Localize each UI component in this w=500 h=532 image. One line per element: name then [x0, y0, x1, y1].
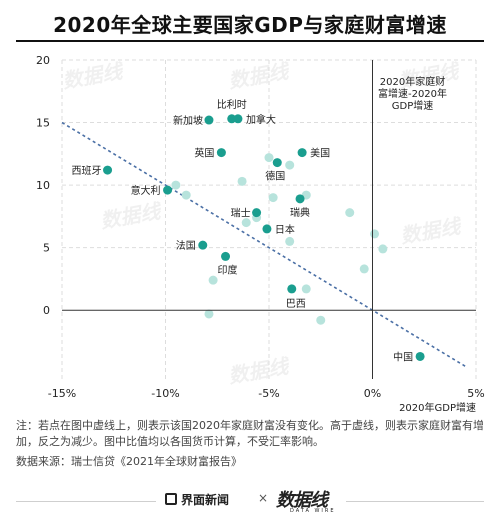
- footer-divider-left: [16, 501, 156, 502]
- highlight-point: [163, 185, 173, 195]
- point-label: 瑞典: [290, 206, 310, 219]
- point-label: 中国: [393, 350, 413, 363]
- highlight-point: [415, 351, 425, 361]
- brand: 界面新闻: [165, 491, 229, 508]
- data-point: [208, 275, 218, 285]
- data-point: [301, 284, 311, 294]
- highlight-point: [204, 115, 214, 125]
- data-point: [171, 180, 181, 190]
- x-tick-label: -10%: [151, 387, 179, 400]
- data-point: [285, 236, 295, 246]
- y-axis-label: 2020年家庭财: [380, 75, 445, 88]
- y-tick-label: 15: [36, 117, 50, 130]
- highlight-point: [252, 208, 262, 218]
- data-point: [237, 176, 247, 186]
- x-axis-label: 2020年GDP增速: [399, 401, 476, 414]
- data-point: [241, 218, 251, 228]
- point-label: 德国: [265, 170, 285, 183]
- highlight-point: [295, 194, 305, 204]
- data-point: [204, 309, 214, 319]
- y-axis-label: GDP增速: [392, 99, 433, 112]
- highlight-point: [227, 114, 237, 124]
- y-tick-label: 10: [36, 179, 50, 192]
- data-point: [378, 244, 388, 254]
- datawire-logo-text: 数据线: [276, 490, 328, 511]
- point-label: 加拿大: [246, 113, 276, 126]
- highlight-point: [287, 284, 297, 294]
- data-point: [181, 190, 191, 200]
- footnote: 注：若点在图中虚线上，则表示该国2020年家庭财富没有变化。高于虚线，则表示家庭…: [16, 419, 484, 448]
- y-tick-label: 20: [36, 54, 50, 67]
- datawire-logo: 数据线 DATA WIRE: [276, 486, 336, 516]
- point-label: 西班牙: [72, 165, 102, 177]
- y-tick-label: 0: [43, 304, 50, 317]
- point-label: 瑞士: [231, 207, 251, 220]
- highlight-point: [221, 251, 231, 261]
- points-layer: [103, 114, 425, 361]
- x-tick-label: -15%: [48, 387, 76, 400]
- x-tick-label: -5%: [258, 387, 279, 400]
- highlight-point: [272, 158, 282, 168]
- datawire-logo-sub: DATA WIRE: [290, 508, 336, 514]
- footer: 界面新闻 × 数据线 DATA WIRE: [0, 484, 500, 520]
- point-label: 巴西: [286, 298, 306, 310]
- data-source: 数据来源：瑞士信贷《2021年全球财富报告》: [16, 455, 242, 468]
- point-label: 法国: [176, 239, 196, 252]
- highlight-point: [216, 148, 226, 158]
- axis-layer: 0 5 10 15 20 -15% -10% -5% 0% 5% 2020年家庭财富增速-2020年…: [36, 54, 485, 414]
- y-tick-label: 5: [43, 242, 50, 255]
- point-label: 英国: [194, 147, 214, 160]
- point-label: 新加坡: [173, 114, 203, 127]
- data-point: [264, 153, 274, 163]
- data-point: [316, 315, 326, 325]
- brand-name: 界面新闻: [181, 493, 230, 507]
- y-axis-label: 富增速-2020年: [378, 87, 447, 100]
- point-label: 比利时: [217, 99, 247, 111]
- chart-title: 2020年全球主要国家GDP与家庭财富增速: [53, 13, 447, 37]
- x-tick-label: 5%: [467, 387, 484, 400]
- point-label: 日本: [275, 223, 295, 236]
- brand-logo-icon: [165, 493, 177, 505]
- data-point: [345, 208, 355, 218]
- reference-line-layer: [61, 121, 467, 368]
- highlight-point: [233, 114, 243, 124]
- point-label: 美国: [310, 147, 330, 160]
- highlight-point: [103, 165, 113, 175]
- highlight-point: [198, 240, 208, 250]
- highlight-point: [262, 224, 272, 234]
- data-point: [285, 160, 295, 170]
- footer-divider-right: [346, 501, 484, 502]
- data-point: [370, 229, 380, 239]
- point-label: 意大利: [131, 184, 161, 197]
- data-point: [359, 264, 369, 274]
- title-rule: [16, 40, 484, 42]
- point-label: 印度: [218, 263, 238, 276]
- x-tick-label: 0%: [364, 387, 381, 400]
- data-point: [268, 193, 278, 203]
- separator: ×: [258, 491, 269, 505]
- reference-line: [61, 121, 467, 368]
- highlight-point: [297, 148, 307, 158]
